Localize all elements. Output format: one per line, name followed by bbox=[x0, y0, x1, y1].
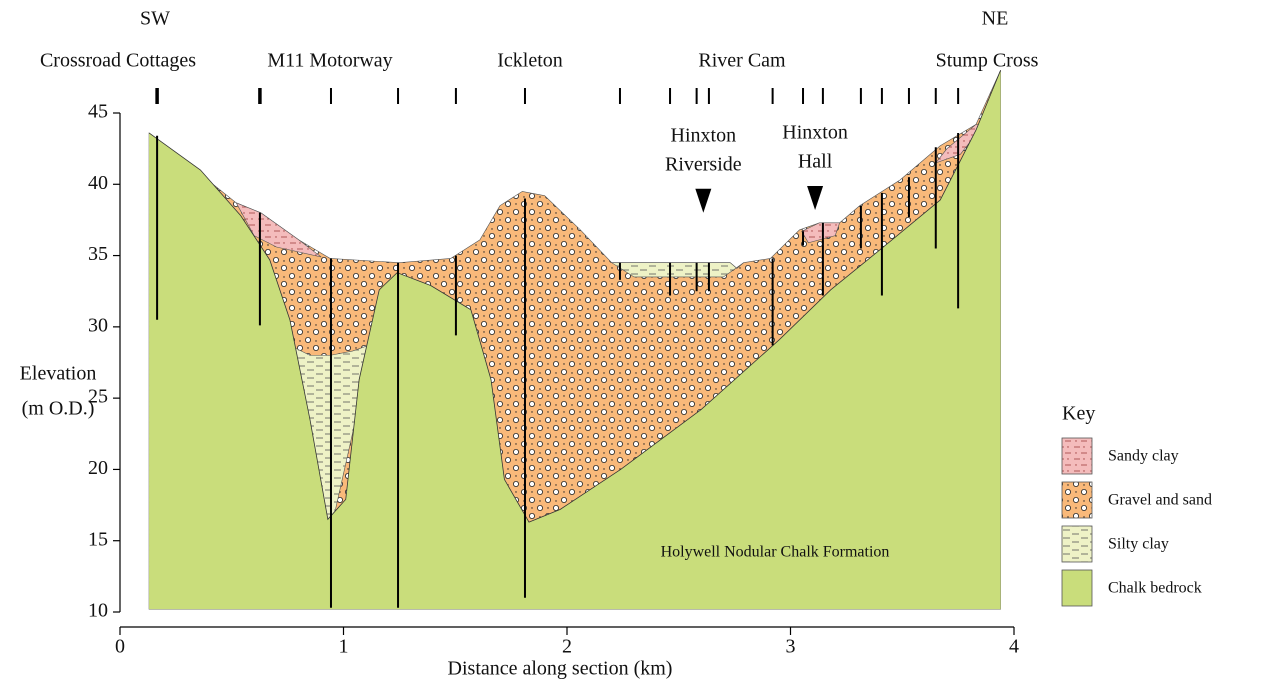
location-label: M11 Motorway bbox=[267, 50, 392, 72]
legend-label: Silty clay bbox=[1108, 536, 1169, 553]
layer-0 bbox=[801, 222, 841, 244]
legend-swatch bbox=[1061, 569, 1093, 607]
marker-label: Hinxton bbox=[671, 124, 737, 146]
chalk-outline bbox=[148, 70, 1001, 523]
marker-label: Hinxton bbox=[782, 122, 848, 144]
legend-label: Gravel and sand bbox=[1108, 492, 1212, 509]
layer-3 bbox=[149, 70, 1001, 610]
marker bbox=[695, 188, 712, 213]
y-axis-label: Elevation bbox=[20, 363, 97, 385]
formation-label: Holywell Nodular Chalk Formation bbox=[661, 544, 890, 561]
legend-title: Key bbox=[1062, 403, 1095, 425]
layer-2 bbox=[610, 262, 744, 278]
location-label: Crossroad Cottages bbox=[40, 50, 196, 72]
y-tick-label: 20 bbox=[88, 457, 108, 479]
x-tick-label: 4 bbox=[1009, 636, 1019, 658]
y-tick-label: 10 bbox=[88, 600, 108, 622]
marker-label: Riverside bbox=[665, 153, 742, 175]
y-tick-label: 45 bbox=[88, 101, 108, 123]
legend-label: Chalk bedrock bbox=[1108, 580, 1202, 597]
x-axis-label: Distance along section (km) bbox=[448, 658, 673, 680]
y-tick-label: 15 bbox=[88, 528, 108, 550]
location-label: River Cam bbox=[698, 50, 786, 72]
direction-label: SW bbox=[140, 8, 170, 30]
legend-label: Sandy clay bbox=[1108, 448, 1179, 465]
x-tick-label: 1 bbox=[339, 636, 349, 658]
x-tick-label: 3 bbox=[786, 636, 796, 658]
marker-label: Hall bbox=[798, 151, 833, 173]
location-label: Ickleton bbox=[497, 50, 563, 72]
section bbox=[148, 70, 1001, 610]
marker bbox=[807, 185, 824, 210]
y-tick-label: 40 bbox=[88, 172, 108, 194]
y-axis-label: (m O.D.) bbox=[22, 398, 95, 420]
legend-swatch bbox=[1061, 437, 1093, 475]
y-tick-label: 25 bbox=[88, 386, 108, 408]
location-label: Stump Cross bbox=[936, 50, 1039, 72]
x-tick-label: 2 bbox=[562, 636, 572, 658]
x-tick-label: 0 bbox=[115, 636, 125, 658]
y-tick-label: 30 bbox=[88, 314, 108, 336]
legend-swatch bbox=[1061, 481, 1093, 519]
direction-label: NE bbox=[982, 8, 1009, 30]
y-tick-label: 35 bbox=[88, 243, 108, 265]
legend-swatch bbox=[1061, 525, 1093, 563]
